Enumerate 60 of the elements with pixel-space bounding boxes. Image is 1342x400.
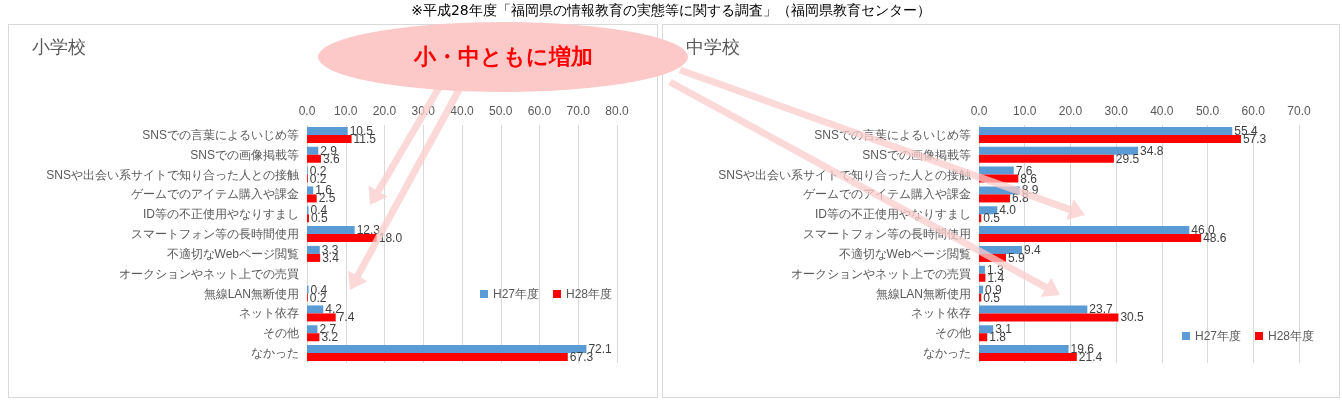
data-label: 4.0 xyxy=(999,203,1017,218)
y-tick-label: スマートフォン等の長時間使用 xyxy=(131,227,299,242)
y-tick-label: SNSでの言葉によるいじめ等 xyxy=(814,127,971,142)
y-tick-label: 不適切なWebページ閲覧 xyxy=(166,246,299,261)
x-tick-label: 50.0 xyxy=(1195,104,1220,118)
y-tick-label: ID等の不正使用やなりすまし xyxy=(815,207,971,222)
y-tick-label: ゲームでのアイテム購入や課金 xyxy=(131,187,299,202)
x-tick-label: 70.0 xyxy=(1287,104,1311,118)
y-tick-label: SNSや出会い系サイトで知り合った人との接触 xyxy=(718,167,971,182)
y-tick-label: その他 xyxy=(263,326,299,341)
data-label: 5.9 xyxy=(1007,250,1025,265)
x-tick-label: 40.0 xyxy=(1150,104,1174,118)
y-tick-label: ネット依存 xyxy=(239,306,299,321)
text: 小・中ともに増加 xyxy=(412,43,594,71)
y-tick-label: 無線LAN無断使用 xyxy=(203,286,299,301)
x-tick-label: 60.0 xyxy=(1241,104,1266,118)
data-label: 30.5 xyxy=(1120,310,1145,325)
x-tick-label: 20.0 xyxy=(1058,104,1083,118)
legend-label: H27年度 xyxy=(1194,329,1241,343)
y-tick-label: SNSや出会い系サイトで知り合った人との接触 xyxy=(46,167,299,182)
y-tick-label: 無線LAN無断使用 xyxy=(875,286,971,301)
data-label: 9.4 xyxy=(1023,242,1041,257)
y-tick-label: その他 xyxy=(935,326,971,341)
data-label: 18.0 xyxy=(378,231,403,246)
text: 中学校 xyxy=(686,37,740,57)
legend-label: H27年度 xyxy=(492,287,539,301)
y-tick-label: SNSでの画像掲載等 xyxy=(862,147,971,162)
legend-label: H28年度 xyxy=(1267,329,1314,343)
y-tick-label: 不適切なWebページ閲覧 xyxy=(838,246,971,261)
y-tick-label: オークションやネット上での売買 xyxy=(791,266,971,281)
data-label: 23.7 xyxy=(1089,302,1114,317)
y-tick-label: ID等の不正使用やなりすまし xyxy=(143,207,299,222)
text: 小学校 xyxy=(32,37,86,57)
data-label: 12.3 xyxy=(356,223,381,238)
y-tick-label: スマートフォン等の長時間使用 xyxy=(803,227,971,242)
x-tick-label: 20.0 xyxy=(372,104,397,118)
x-tick-label: 80.0 xyxy=(605,104,629,118)
y-tick-label: SNSでの言葉によるいじめ等 xyxy=(142,127,299,142)
data-label: 34.8 xyxy=(1140,143,1164,158)
x-tick-label: 0.0 xyxy=(298,104,316,118)
y-tick-label: なかった xyxy=(251,346,299,361)
x-tick-label: 10.0 xyxy=(334,104,358,118)
x-tick-label: 10.0 xyxy=(1013,104,1037,118)
data-label: 6.8 xyxy=(1012,191,1030,206)
x-tick-label: 30.0 xyxy=(411,104,436,118)
x-tick-label: 40.0 xyxy=(450,104,474,118)
y-tick-label: ネット依存 xyxy=(911,306,971,321)
data-label: 29.5 xyxy=(1115,151,1140,166)
y-tick-label: オークションやネット上での売買 xyxy=(119,266,299,281)
text: ※平成28年度「福岡県の情報教育の実態等に関する調査」（福岡県教育センター） xyxy=(410,1,932,19)
x-tick-label: 50.0 xyxy=(489,104,513,118)
y-tick-label: なかった xyxy=(923,346,971,361)
x-tick-label: 60.0 xyxy=(527,104,552,118)
x-tick-label: 70.0 xyxy=(566,104,591,118)
x-tick-label: 0.0 xyxy=(970,104,988,118)
x-tick-label: 30.0 xyxy=(1104,104,1129,118)
y-tick-label: ゲームでのアイテム購入や課金 xyxy=(803,187,971,202)
y-tick-label: SNSでの画像掲載等 xyxy=(190,147,299,162)
legend-label: H28年度 xyxy=(565,287,612,301)
data-label: 0.5 xyxy=(983,211,1001,226)
